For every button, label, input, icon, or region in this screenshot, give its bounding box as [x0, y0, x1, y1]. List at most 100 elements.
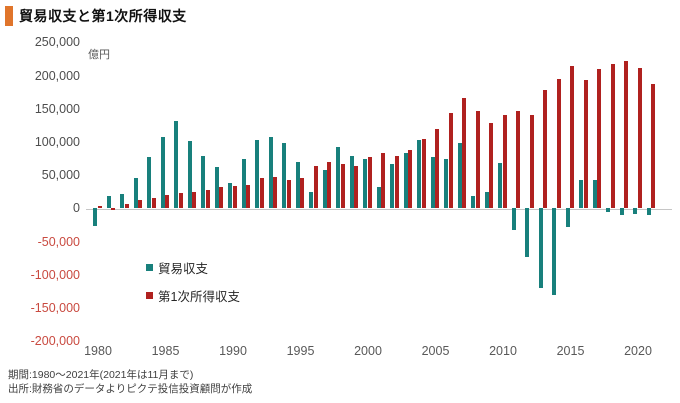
y-axis-label: 250,000: [34, 35, 80, 50]
bar-income-2000: [367, 156, 372, 209]
bar-income-1980: [97, 205, 102, 209]
legend: 貿易収支 第1次所得収支: [146, 258, 240, 314]
bar-income-1996: [313, 166, 318, 209]
bar-income-2003: [408, 149, 413, 209]
bar-trade-2011: [511, 208, 516, 231]
bar-trade-1997: [322, 170, 327, 209]
bar-trade-2008: [471, 195, 476, 209]
bar-trade-2012: [525, 208, 530, 257]
bar-trade-2017: [592, 179, 597, 209]
bar-income-1981: [111, 208, 116, 210]
bar-income-1989: [219, 187, 224, 209]
title-row: 貿易収支と第1次所得収支: [5, 6, 187, 26]
bar-trade-1981: [106, 196, 111, 209]
bar-income-2019: [624, 60, 629, 209]
bar-income-2014: [556, 78, 561, 209]
bar-income-2005: [435, 128, 440, 209]
y-axis-label: 100,000: [34, 134, 80, 149]
bar-trade-2018: [606, 208, 611, 213]
bar-income-1997: [327, 161, 332, 209]
x-axis-label: 1995: [286, 344, 315, 358]
bar-income-1982: [124, 203, 129, 209]
x-axis-label: 1985: [151, 344, 180, 358]
bar-trade-1980: [93, 208, 98, 226]
bar-income-2021: [651, 84, 656, 209]
bar-income-2004: [421, 138, 426, 209]
bar-income-2010: [502, 115, 507, 209]
chart-title: 貿易収支と第1次所得収支: [19, 8, 187, 24]
bar-income-1998: [340, 164, 345, 209]
zero-baseline: [86, 208, 672, 210]
y-axis-label: -50,000: [37, 234, 80, 249]
legend-item-income: 第1次所得収支: [146, 286, 240, 305]
bar-trade-2009: [484, 191, 489, 209]
bar-trade-2013: [538, 208, 543, 288]
footer-period: 期間:1980〜2021年(2021年は11月まで): [8, 369, 194, 381]
bar-income-1986: [178, 193, 183, 209]
bar-trade-1988: [201, 155, 206, 209]
bar-income-1987: [192, 191, 197, 209]
bar-trade-1985: [160, 136, 165, 209]
bar-income-1983: [138, 200, 143, 209]
bar-income-2012: [529, 114, 534, 209]
legend-label-trade: 貿易収支: [158, 262, 209, 276]
bar-income-2015: [570, 66, 575, 209]
bar-trade-2019: [619, 208, 624, 215]
bar-income-1990: [232, 186, 237, 209]
y-axis-label: -150,000: [30, 300, 80, 315]
bar-trade-2021: [646, 208, 651, 215]
legend-label-income: 第1次所得収支: [158, 290, 240, 304]
legend-item-trade: 貿易収支: [146, 258, 240, 277]
x-axis-label: 2020: [624, 344, 652, 358]
bar-trade-2014: [552, 208, 557, 296]
bar-trade-2016: [579, 180, 584, 209]
bar-income-2017: [597, 68, 602, 209]
x-axis-label: 2010: [489, 344, 517, 358]
bar-income-2006: [448, 113, 453, 209]
legend-swatch-income: [146, 292, 153, 299]
bar-trade-1982: [120, 194, 125, 209]
x-axis-label: 1980: [84, 344, 112, 358]
bar-income-2002: [394, 155, 399, 209]
bar-income-2013: [543, 90, 548, 209]
bar-trade-2015: [565, 208, 570, 227]
footer-source: 出所:財務省のデータよりピクテ投信投資顧問が作成: [8, 382, 253, 395]
bar-income-2016: [583, 80, 588, 209]
bar-income-2009: [489, 123, 494, 209]
y-axis-label: 150,000: [34, 101, 80, 116]
bar-trade-2010: [498, 163, 503, 209]
bar-income-2018: [610, 64, 615, 209]
bar-trade-2006: [444, 159, 449, 209]
y-axis-label: 200,000: [34, 68, 80, 83]
bar-income-2008: [475, 111, 480, 209]
bar-income-1988: [205, 190, 210, 209]
bar-trade-1995: [295, 161, 300, 209]
bar-trade-1986: [174, 121, 179, 209]
bar-trade-1999: [349, 155, 354, 209]
bar-trade-2002: [390, 164, 395, 209]
bar-trade-1992: [255, 139, 260, 209]
bar-income-1991: [246, 185, 251, 209]
bar-trade-2007: [457, 142, 462, 209]
bar-income-1995: [300, 178, 305, 209]
bar-trade-2001: [376, 187, 381, 209]
x-axis-label: 2015: [556, 344, 585, 358]
bar-income-1985: [165, 195, 170, 209]
bar-trade-1996: [309, 192, 314, 209]
footer: 期間:1980〜2021年(2021年は11月まで) 出所:財務省のデータよりピ…: [8, 369, 252, 396]
x-axis-label: 2000: [354, 344, 382, 358]
bar-income-1994: [286, 180, 291, 209]
bar-income-1984: [151, 197, 156, 209]
y-axis-unit-label: 億円: [88, 49, 110, 61]
bar-trade-2000: [363, 158, 368, 209]
bar-income-2011: [516, 110, 521, 209]
bar-income-2007: [462, 98, 467, 209]
y-axis-label: -200,000: [30, 334, 80, 349]
bar-trade-1987: [187, 140, 192, 209]
bar-trade-1990: [228, 183, 233, 209]
x-axis-label: 1990: [219, 344, 247, 358]
bar-trade-1984: [147, 157, 152, 209]
x-axis-label: 2005: [421, 344, 450, 358]
bar-trade-2005: [430, 156, 435, 209]
